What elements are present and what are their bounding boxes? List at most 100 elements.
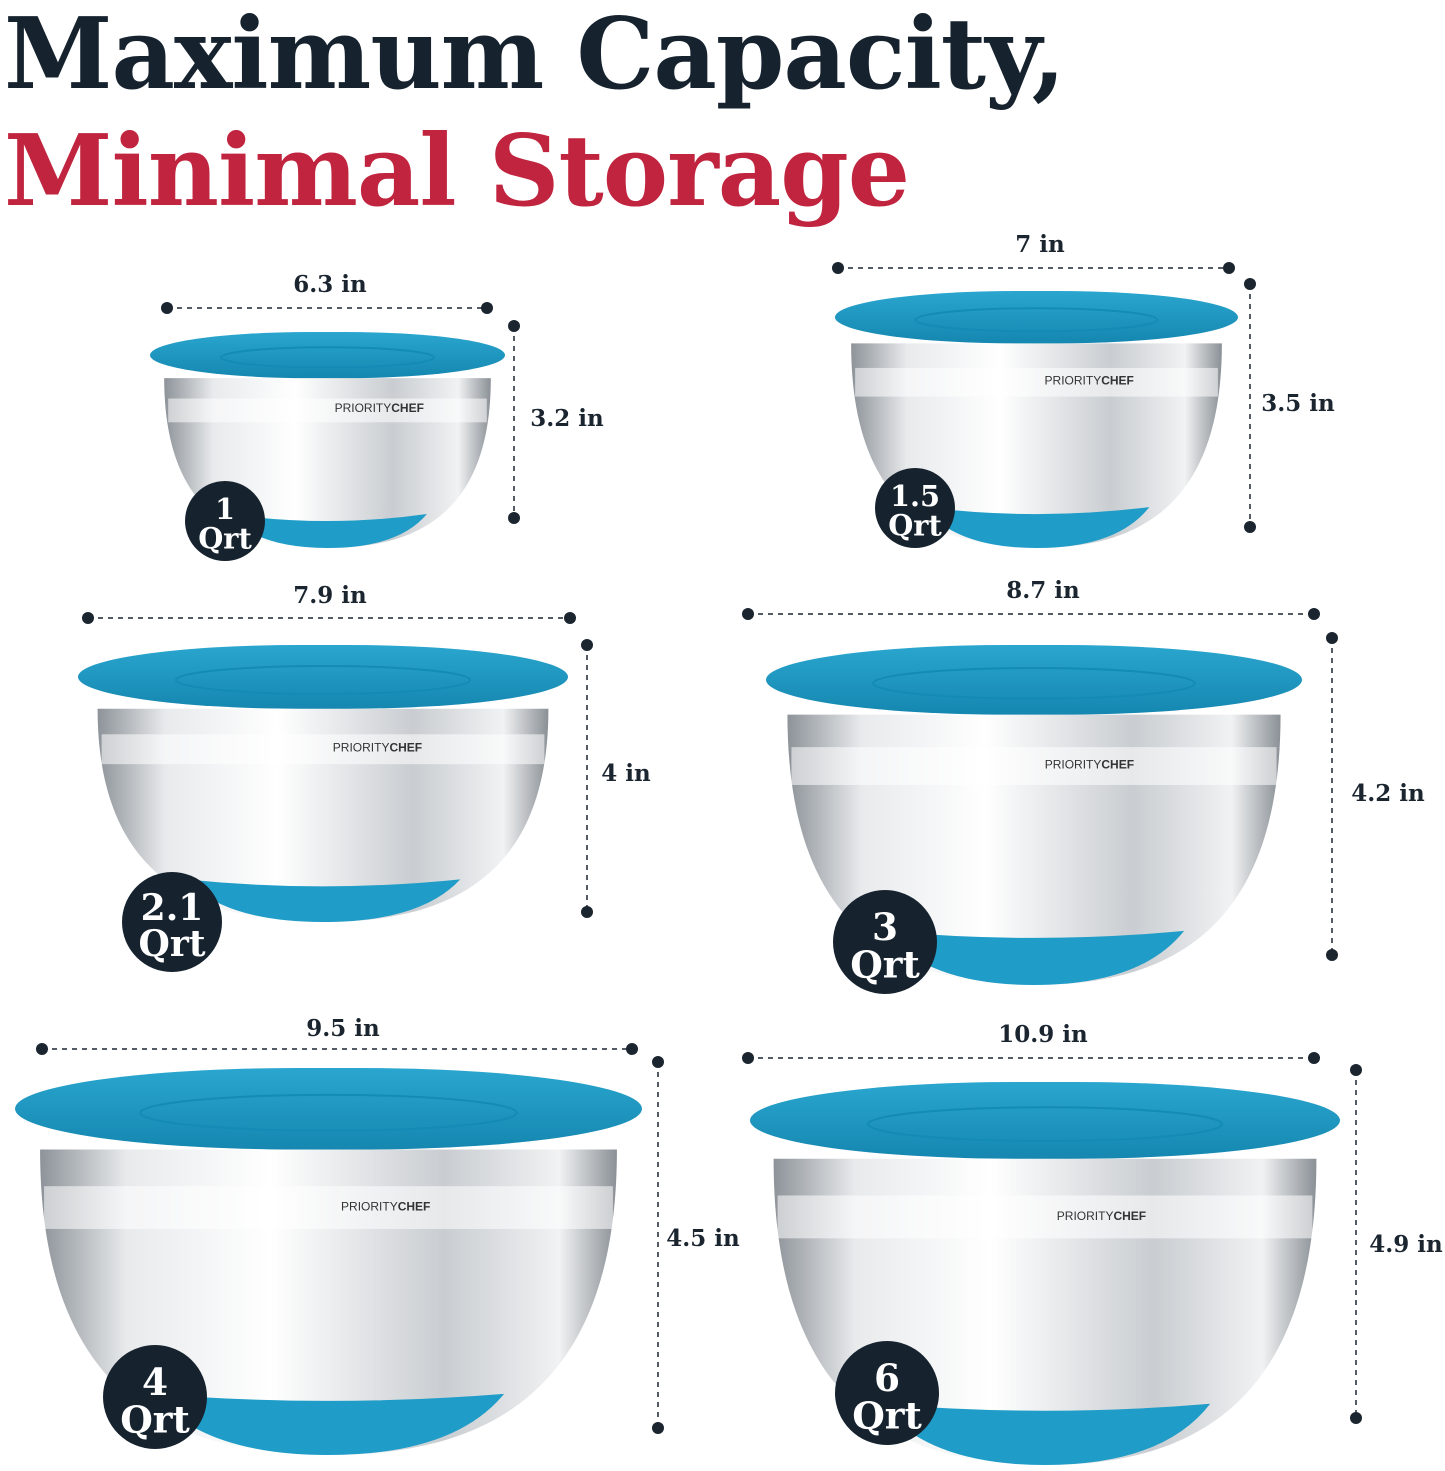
capacity-number: 1	[215, 492, 235, 526]
width-label: 10.9 in	[998, 1021, 1088, 1048]
bowl-band	[101, 734, 545, 765]
title-line-2: Minimal Storage	[4, 114, 909, 229]
capacity-badge	[875, 468, 955, 548]
capacity-unit: Qrt	[888, 508, 942, 542]
capacity-number: 1.5	[890, 479, 940, 513]
bowl-base	[923, 507, 1150, 548]
guide-dot	[1350, 1412, 1362, 1424]
guide-dot	[508, 512, 520, 524]
height-label: 3.5 in	[1261, 390, 1335, 417]
bowl-band	[855, 367, 1218, 397]
guide-dot	[1326, 632, 1338, 644]
guide-dot	[1308, 608, 1320, 620]
lid	[835, 291, 1238, 344]
height-label: 4.2 in	[1351, 780, 1425, 807]
brand-part: PRIORITY	[333, 740, 390, 754]
width-label: 7.9 in	[293, 582, 367, 609]
guide-dot	[1326, 949, 1338, 961]
lid-ring	[867, 1106, 1223, 1143]
guide-dot	[1308, 1052, 1320, 1064]
bowl-base	[152, 1393, 505, 1455]
capacity-badge	[103, 1345, 207, 1449]
capacity-number: 4	[142, 1360, 168, 1404]
guide-dot	[1244, 278, 1256, 290]
capacity-unit: Qrt	[139, 923, 206, 965]
bowl-band	[168, 398, 487, 423]
capacity-number: 2.1	[141, 887, 204, 929]
brand-part: PRIORITY	[1045, 373, 1102, 387]
lid-ring	[139, 1093, 518, 1132]
guide-dot	[161, 302, 173, 314]
lid-ring	[872, 666, 1196, 700]
guide-dot	[581, 639, 593, 651]
guide-dot	[832, 262, 844, 274]
guide-dot	[652, 1056, 664, 1068]
guide-dot	[1223, 262, 1235, 274]
guide-dot	[481, 302, 493, 314]
capacity-unit: Qrt	[852, 1394, 922, 1438]
capacity-number: 3	[872, 905, 898, 949]
brand-logo: PRIORITYCHEF	[1045, 373, 1134, 387]
brand-logo: PRIORITYCHEF	[341, 1200, 430, 1214]
lid	[766, 645, 1302, 715]
bowl-base	[228, 514, 427, 548]
bowl: PRIORITYCHEF	[78, 645, 568, 922]
capacity-unit: Qrt	[198, 521, 252, 555]
brand-part: CHEF	[398, 1200, 431, 1214]
brand-part: CHEF	[1113, 1209, 1146, 1223]
width-label: 7 in	[1015, 231, 1065, 258]
brand-part: PRIORITY	[1057, 1209, 1114, 1223]
width-label: 6.3 in	[293, 271, 367, 298]
title-line-1: Maximum Capacity,	[4, 0, 1065, 112]
guide-dot	[742, 608, 754, 620]
guide-dot	[508, 320, 520, 332]
lid-ring	[914, 307, 1159, 333]
guide-dot	[581, 906, 593, 918]
guide-dot	[626, 1043, 638, 1055]
lid	[78, 645, 568, 709]
capacity-badge	[835, 1341, 939, 1445]
brand-logo: PRIORITYCHEF	[1045, 758, 1134, 772]
capacity-unit: Qrt	[850, 943, 920, 987]
height-label: 3.2 in	[530, 405, 604, 432]
guide-dot	[82, 612, 94, 624]
capacity-badge	[122, 872, 222, 972]
guide-dot	[1350, 1064, 1362, 1076]
brand-logo: PRIORITYCHEF	[335, 401, 424, 415]
height-label: 4 in	[601, 760, 651, 787]
bowl-base	[185, 879, 461, 922]
bowl-band	[777, 1195, 1313, 1239]
brand-logo: PRIORITYCHEF	[333, 740, 422, 754]
brand-logo: PRIORITYCHEF	[1057, 1209, 1146, 1223]
brand-part: PRIORITY	[335, 401, 392, 415]
capacity-badge	[833, 890, 937, 994]
brand-part: CHEF	[1101, 373, 1134, 387]
capacity-badge	[185, 481, 265, 561]
capacity-unit: Qrt	[120, 1398, 190, 1442]
lid-ring	[175, 665, 471, 696]
guide-dot	[36, 1043, 48, 1055]
bowl: PRIORITYCHEF	[835, 291, 1238, 548]
lid	[150, 332, 505, 379]
lid-ring	[220, 346, 435, 369]
lid	[750, 1082, 1340, 1159]
capacity-number: 6	[874, 1356, 900, 1400]
brand-part: CHEF	[1101, 758, 1134, 772]
brand-part: CHEF	[391, 401, 424, 415]
bowl-base	[883, 930, 1185, 985]
height-label: 4.5 in	[666, 1225, 740, 1252]
height-label: 4.9 in	[1369, 1231, 1443, 1258]
width-label: 9.5 in	[306, 1015, 380, 1042]
bowl-band	[44, 1186, 613, 1229]
guide-dot	[1244, 521, 1256, 533]
bowl-band	[791, 747, 1277, 785]
width-label: 8.7 in	[1006, 577, 1080, 604]
guide-dot	[742, 1052, 754, 1064]
brand-part: PRIORITY	[1045, 758, 1102, 772]
guide-dot	[564, 612, 576, 624]
lid	[15, 1068, 642, 1150]
brand-part: CHEF	[389, 740, 422, 754]
bowl-base	[879, 1403, 1211, 1465]
guide-dot	[652, 1422, 664, 1434]
